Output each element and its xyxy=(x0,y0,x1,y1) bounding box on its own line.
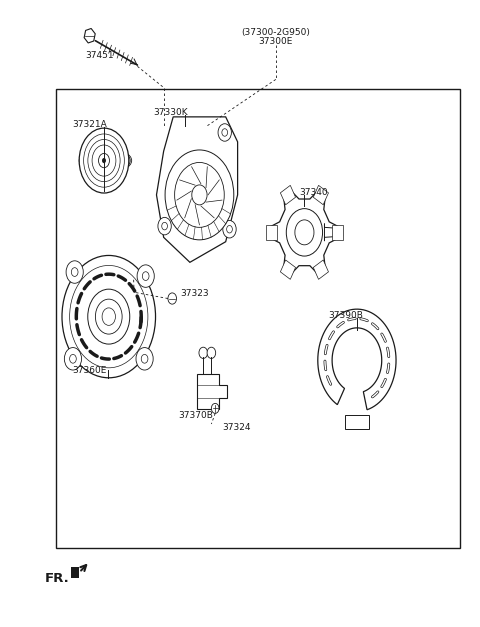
Circle shape xyxy=(79,128,129,193)
Circle shape xyxy=(136,347,153,370)
Text: FR.: FR. xyxy=(44,572,69,585)
Circle shape xyxy=(207,347,216,359)
Polygon shape xyxy=(324,224,343,241)
Circle shape xyxy=(158,218,171,235)
Text: 37324: 37324 xyxy=(222,423,251,431)
Polygon shape xyxy=(197,374,227,409)
Text: 37370B: 37370B xyxy=(178,411,213,420)
Text: 37451: 37451 xyxy=(85,51,114,60)
Circle shape xyxy=(295,220,314,245)
Bar xyxy=(71,567,79,578)
Circle shape xyxy=(162,223,168,230)
Text: 37323: 37323 xyxy=(180,289,209,298)
Text: (37300-2G950): (37300-2G950) xyxy=(241,28,310,37)
Ellipse shape xyxy=(79,149,129,172)
Circle shape xyxy=(96,299,122,334)
Circle shape xyxy=(98,154,109,167)
Ellipse shape xyxy=(82,149,132,172)
Polygon shape xyxy=(280,260,296,280)
Circle shape xyxy=(143,271,149,280)
Circle shape xyxy=(218,124,231,141)
Bar xyxy=(56,89,459,547)
Circle shape xyxy=(137,265,154,287)
Circle shape xyxy=(199,347,207,359)
Circle shape xyxy=(62,255,156,378)
Polygon shape xyxy=(266,225,277,240)
Text: 37390B: 37390B xyxy=(328,312,363,320)
Polygon shape xyxy=(345,414,369,429)
Circle shape xyxy=(168,293,177,304)
Circle shape xyxy=(70,354,76,363)
Circle shape xyxy=(88,289,130,344)
Polygon shape xyxy=(84,28,95,43)
Polygon shape xyxy=(313,260,328,280)
Polygon shape xyxy=(156,117,238,262)
Polygon shape xyxy=(332,225,343,240)
Text: 37330K: 37330K xyxy=(154,108,188,117)
Circle shape xyxy=(66,261,83,283)
Circle shape xyxy=(102,158,106,163)
Polygon shape xyxy=(269,189,340,275)
Text: 37360E: 37360E xyxy=(72,366,107,376)
Circle shape xyxy=(165,150,234,240)
Polygon shape xyxy=(318,309,396,410)
Circle shape xyxy=(223,221,236,238)
Ellipse shape xyxy=(81,149,130,172)
Text: 37300E: 37300E xyxy=(259,38,293,46)
Circle shape xyxy=(64,347,82,370)
Circle shape xyxy=(286,209,323,256)
Circle shape xyxy=(192,185,207,205)
Circle shape xyxy=(211,403,219,413)
Polygon shape xyxy=(280,186,296,205)
Circle shape xyxy=(102,308,116,325)
Circle shape xyxy=(175,162,224,228)
Circle shape xyxy=(72,268,78,277)
Text: 37340: 37340 xyxy=(300,188,328,197)
Text: 37321A: 37321A xyxy=(72,120,107,130)
Circle shape xyxy=(227,226,232,233)
Polygon shape xyxy=(313,186,328,205)
Circle shape xyxy=(141,354,148,363)
Circle shape xyxy=(222,129,228,136)
